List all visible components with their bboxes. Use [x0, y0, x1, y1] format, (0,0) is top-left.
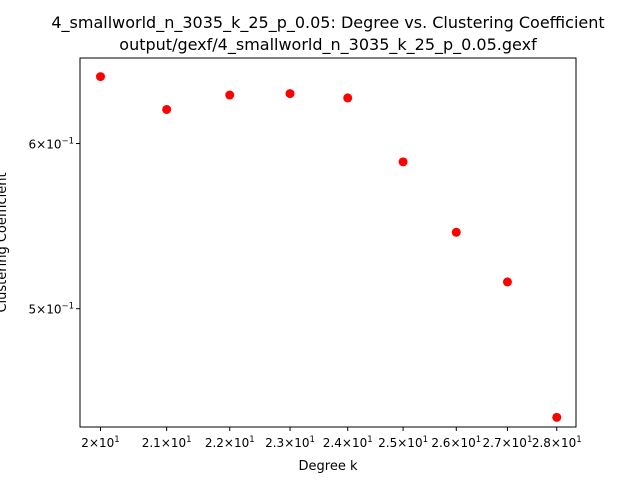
- x-tick-label: 2.3×101: [265, 435, 315, 450]
- plot-area-frame: [79, 57, 577, 428]
- chart-subtitle: output/gexf/4_smallworld_n_3035_k_25_p_0…: [119, 35, 537, 55]
- x-tick-times-sign: ×10: [161, 436, 186, 450]
- x-tick-label: 2.8×101: [532, 435, 582, 450]
- x-tick-exponent: 1: [423, 435, 428, 445]
- x-tick-mantissa: 2.3: [265, 436, 284, 450]
- data-point: [552, 412, 562, 422]
- y-tick-label: 6×10−1: [29, 137, 75, 152]
- x-tick-mantissa: 2.5: [378, 436, 397, 450]
- x-tick-exponent: 1: [249, 435, 254, 445]
- x-tick-exponent: 1: [367, 435, 372, 445]
- y-tick-label: 5×10−1: [29, 302, 75, 317]
- x-tick-label: 2.7×101: [483, 435, 533, 450]
- data-point: [162, 104, 172, 114]
- x-tick-times-sign: ×10: [450, 436, 475, 450]
- x-tick-exponent: 1: [527, 435, 532, 445]
- x-tick-label: 2.4×101: [323, 435, 373, 450]
- y-axis-label: Clustering Coefficient: [0, 172, 10, 312]
- x-tick-times-sign: ×10: [284, 436, 309, 450]
- x-tick-times-sign: ×10: [397, 436, 422, 450]
- x-tick-times-sign: ×10: [89, 436, 114, 450]
- data-point: [225, 90, 235, 100]
- x-axis-label: Degree k: [299, 459, 358, 474]
- y-tick-mantissa: 6: [29, 138, 37, 152]
- x-tick-label: 2.1×101: [142, 435, 192, 450]
- y-axis-ticks: 6×10−15×10−1: [29, 137, 80, 317]
- y-tick-exponent: −1: [61, 302, 74, 312]
- data-points: [95, 72, 562, 422]
- data-point: [451, 227, 461, 237]
- y-tick-mantissa: 5: [29, 303, 37, 317]
- x-tick-mantissa: 2: [81, 436, 89, 450]
- data-point: [502, 277, 512, 287]
- y-tick-times-sign: ×10: [36, 303, 61, 317]
- x-tick-mantissa: 2.7: [483, 436, 502, 450]
- x-tick-label: 2.2×101: [205, 435, 255, 450]
- x-tick-exponent: 1: [186, 435, 191, 445]
- x-tick-mantissa: 2.6: [431, 436, 450, 450]
- x-tick-exponent: 1: [476, 435, 481, 445]
- data-point: [343, 93, 353, 103]
- x-tick-times-sign: ×10: [502, 436, 527, 450]
- x-axis-ticks: 2×101 2.1×101 2.2×101 2.3×101 2.4×101 2.5×101…: [81, 427, 582, 450]
- x-tick-exponent: 1: [310, 435, 315, 445]
- x-tick-mantissa: 2.4: [323, 436, 342, 450]
- x-tick-label: 2.5×101: [378, 435, 428, 450]
- x-tick-label: 2.6×101: [431, 435, 481, 450]
- x-tick-exponent: 1: [576, 435, 581, 445]
- x-tick-times-sign: ×10: [551, 436, 576, 450]
- x-tick-mantissa: 2.8: [532, 436, 551, 450]
- y-tick-exponent: −1: [61, 137, 74, 147]
- x-tick-mantissa: 2.2: [205, 436, 224, 450]
- x-tick-mantissa: 2.1: [142, 436, 161, 450]
- data-point: [285, 89, 295, 99]
- x-tick-times-sign: ×10: [342, 436, 367, 450]
- x-tick-exponent: 1: [114, 435, 119, 445]
- chart-title: 4_smallworld_n_3035_k_25_p_0.05: Degree …: [51, 13, 604, 33]
- x-tick-label: 2×101: [81, 435, 119, 450]
- data-point: [95, 72, 105, 82]
- y-tick-times-sign: ×10: [36, 138, 61, 152]
- x-tick-times-sign: ×10: [224, 436, 249, 450]
- data-point: [398, 157, 408, 167]
